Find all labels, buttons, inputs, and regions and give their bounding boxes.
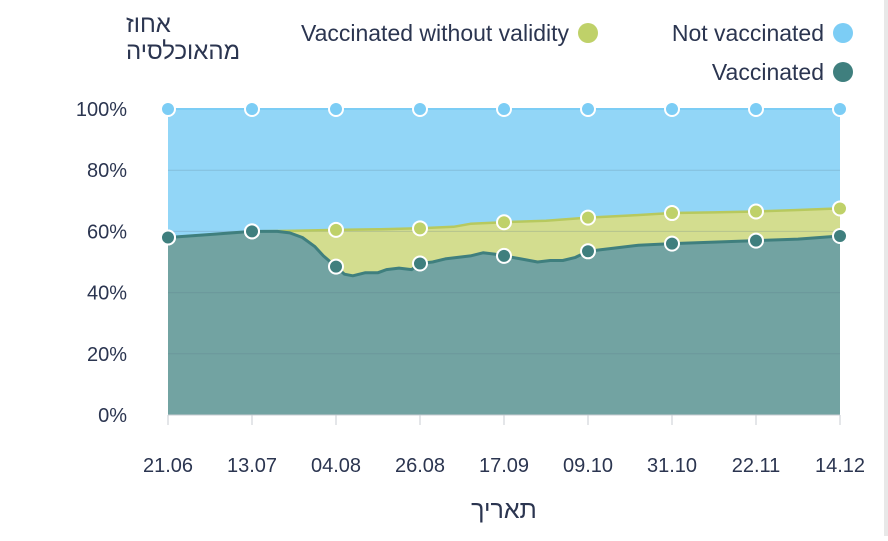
legend-label: Vaccinated bbox=[712, 59, 824, 85]
x-tick-label: 22.11 bbox=[732, 455, 781, 477]
legend-label: Vaccinated without validity bbox=[301, 20, 570, 46]
line-vaccinated bbox=[167, 229, 841, 278]
marker-not-vaccinated bbox=[832, 101, 848, 117]
marker-vaccinated bbox=[328, 258, 344, 275]
x-tick-label: 13.07 bbox=[227, 455, 277, 477]
legend-swatch bbox=[833, 62, 853, 82]
y-tick-label: 100% bbox=[76, 99, 127, 121]
marker-not-vaccinated bbox=[160, 101, 176, 117]
marker-not-vaccinated bbox=[664, 101, 680, 117]
line-vaccinated-without-validity bbox=[167, 207, 841, 239]
legend-label: Not vaccinated bbox=[672, 20, 824, 46]
marker-vaccinated-without-validity bbox=[412, 220, 428, 237]
marker-not-vaccinated bbox=[244, 101, 260, 117]
x-tick-label: 04.08 bbox=[311, 455, 361, 477]
x-tick-label: 21.06 bbox=[143, 455, 193, 477]
x-tick-label: 26.08 bbox=[395, 455, 445, 477]
y-tick-label: 0% bbox=[98, 405, 127, 427]
x-axis-title: תאריך bbox=[471, 496, 537, 524]
x-tick-label: 09.10 bbox=[563, 455, 613, 477]
axes: 0% 20% 40% 60% 80% 100% 21.06 13.07 04.08 26.08 17… bbox=[76, 11, 865, 524]
legend-swatch bbox=[578, 23, 598, 43]
marker-vaccinated-without-validity bbox=[328, 221, 344, 238]
y-tick-label: 60% bbox=[87, 221, 127, 243]
marker-not-vaccinated bbox=[580, 101, 596, 117]
marker-vaccinated bbox=[412, 255, 428, 272]
marker-not-vaccinated bbox=[496, 101, 512, 117]
marker-vaccinated bbox=[580, 243, 596, 260]
marker-vaccinated-without-validity bbox=[832, 200, 848, 217]
area-vaccinated bbox=[168, 231, 840, 415]
marker-vaccinated bbox=[832, 227, 848, 244]
y-axis-title: מהאוכלסיה bbox=[126, 38, 240, 65]
marker-vaccinated bbox=[748, 232, 764, 249]
legend: Vaccinated without validity Not vaccinate… bbox=[301, 20, 853, 85]
marker-vaccinated-without-validity bbox=[748, 203, 764, 220]
marker-vaccinated bbox=[160, 229, 176, 246]
marker-vaccinated bbox=[496, 247, 512, 264]
y-tick-label: 20% bbox=[87, 344, 127, 366]
series-markers bbox=[160, 101, 848, 275]
legend-swatch bbox=[833, 23, 853, 43]
marker-vaccinated bbox=[664, 235, 680, 252]
x-tick-label: 31.10 bbox=[647, 455, 697, 477]
marker-not-vaccinated bbox=[412, 101, 428, 117]
marker-vaccinated-without-validity bbox=[664, 205, 680, 222]
marker-not-vaccinated bbox=[328, 101, 344, 117]
marker-vaccinated-without-validity bbox=[496, 214, 512, 231]
x-tick-label: 14.12 bbox=[815, 455, 865, 477]
x-tick-label: 17.09 bbox=[479, 455, 529, 477]
marker-vaccinated bbox=[244, 223, 260, 240]
marker-vaccinated-without-validity bbox=[580, 209, 596, 226]
y-axis-title: אחוז bbox=[126, 11, 171, 38]
y-tick-label: 40% bbox=[87, 283, 127, 305]
marker-not-vaccinated bbox=[748, 101, 764, 117]
y-tick-label: 80% bbox=[87, 160, 127, 182]
panel-edge bbox=[884, 0, 888, 536]
